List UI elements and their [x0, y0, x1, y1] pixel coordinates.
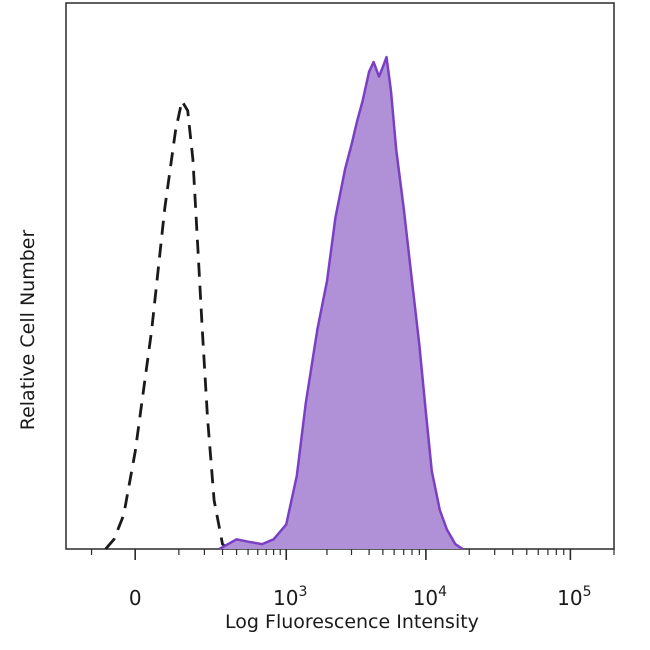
x-tick-label: 103 — [273, 584, 307, 610]
series-0-dashed-line — [104, 99, 230, 551]
x-tick-label: 104 — [413, 584, 447, 610]
x-tick-label: 105 — [557, 584, 591, 610]
x-axis-title: Log Fluorescence Intensity — [225, 611, 479, 633]
series-1-outline — [218, 55, 464, 551]
series-1-fill — [219, 57, 463, 549]
x-tick-label: 0 — [129, 586, 142, 610]
series-layer — [104, 55, 464, 551]
x-axis: 0 103 104 105 — [90, 549, 615, 610]
y-axis-title: Relative Cell Number — [17, 230, 39, 431]
